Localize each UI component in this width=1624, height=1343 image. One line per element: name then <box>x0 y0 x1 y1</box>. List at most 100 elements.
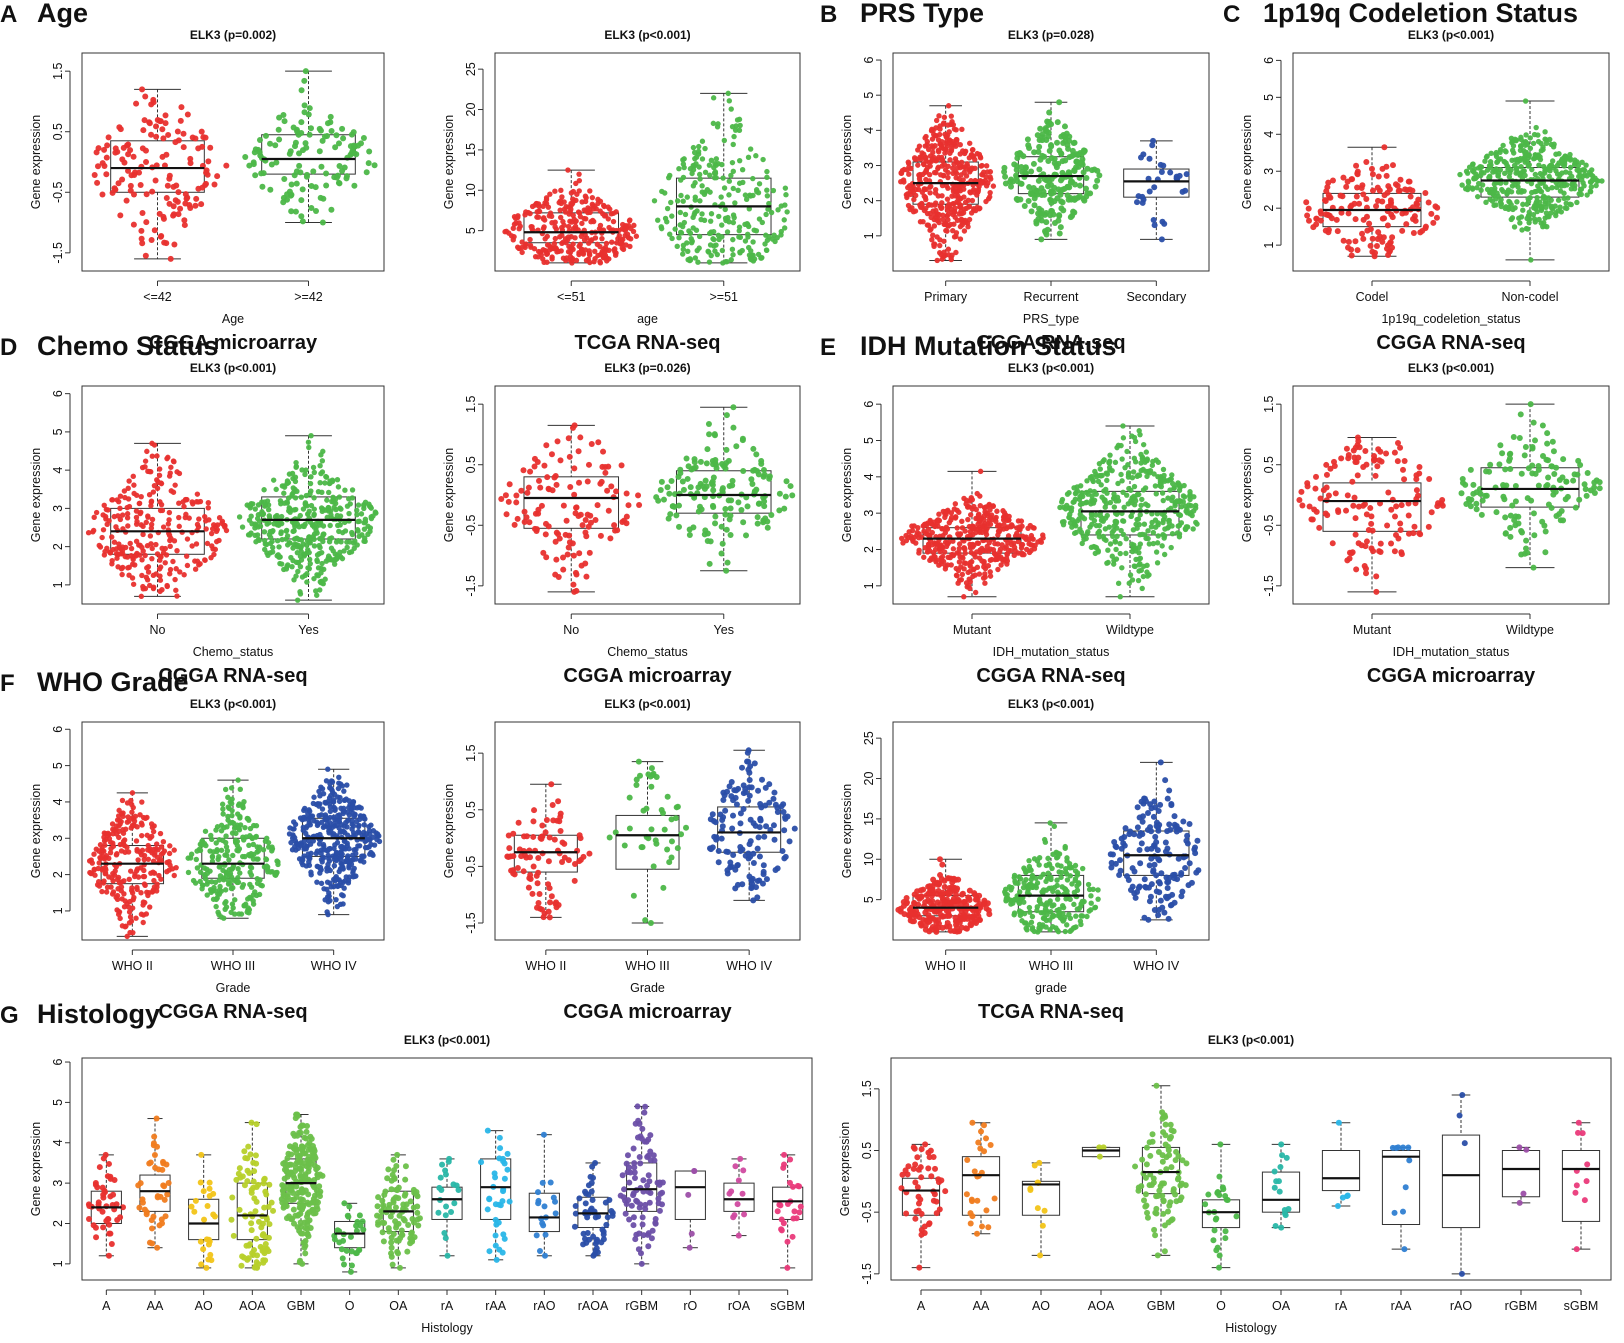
data-point <box>1128 498 1133 503</box>
data-point <box>513 493 519 499</box>
data-point <box>182 222 188 228</box>
data-point <box>972 157 977 162</box>
data-point <box>1507 525 1513 531</box>
data-point <box>598 223 603 228</box>
data-point <box>326 490 331 495</box>
data-point <box>102 843 107 848</box>
data-point <box>939 557 944 562</box>
data-point <box>113 868 118 873</box>
data-point <box>333 551 338 556</box>
data-point <box>1005 558 1010 563</box>
data-point <box>988 573 993 578</box>
data-point <box>1383 451 1389 457</box>
data-point <box>177 524 182 529</box>
data-point <box>625 502 631 508</box>
data-point <box>324 497 329 502</box>
data-point <box>670 503 676 509</box>
data-point <box>202 557 207 562</box>
data-point <box>1499 204 1504 209</box>
data-point <box>147 904 152 909</box>
data-point <box>1107 467 1112 472</box>
data-point <box>94 180 100 186</box>
data-point <box>576 171 581 176</box>
data-point <box>731 215 736 220</box>
data-point <box>573 505 579 511</box>
data-point <box>1479 170 1484 175</box>
data-point <box>621 518 627 524</box>
data-point <box>696 149 701 154</box>
data-point <box>1355 247 1361 253</box>
data-point <box>144 191 150 197</box>
data-point <box>906 159 911 164</box>
data-point <box>555 531 561 537</box>
data-point <box>1311 506 1317 512</box>
data-point <box>543 442 549 448</box>
data-point <box>586 462 592 468</box>
data-point <box>1108 541 1113 546</box>
data-point <box>167 843 172 848</box>
data-point <box>214 173 220 179</box>
data-point <box>318 128 324 134</box>
data-point <box>1528 401 1534 407</box>
data-point <box>1154 549 1159 554</box>
data-point <box>127 877 132 882</box>
data-point <box>211 522 216 527</box>
chart-title: ELK3 (p<0.001) <box>1008 361 1094 375</box>
data-point <box>730 237 735 242</box>
y-tick-label: 1 <box>51 581 65 588</box>
data-point <box>1356 540 1362 546</box>
data-point <box>335 477 340 482</box>
data-point <box>1085 491 1090 496</box>
data-point <box>1519 529 1525 535</box>
data-point <box>725 560 731 566</box>
data-point <box>932 170 937 175</box>
data-point <box>1345 492 1351 498</box>
data-point <box>602 470 608 476</box>
data-point <box>1459 182 1464 187</box>
data-point <box>1079 490 1084 495</box>
data-point <box>258 170 264 176</box>
data-point <box>938 204 943 209</box>
data-point <box>716 214 721 219</box>
data-point <box>1321 487 1327 493</box>
data-point <box>511 226 516 231</box>
data-point <box>983 527 988 532</box>
data-point <box>141 920 146 925</box>
data-point <box>911 197 916 202</box>
data-point <box>1395 535 1401 541</box>
data-point <box>1388 197 1394 203</box>
data-point <box>718 194 723 199</box>
data-point <box>1060 207 1066 213</box>
data-point <box>1143 536 1148 541</box>
data-point <box>677 467 683 473</box>
data-point <box>127 504 132 509</box>
data-point <box>687 256 692 261</box>
data-point <box>520 467 526 473</box>
data-point <box>308 474 313 479</box>
data-point <box>139 799 144 804</box>
data-point <box>139 545 144 550</box>
data-point <box>350 487 355 492</box>
data-point <box>603 245 608 250</box>
data-point <box>731 142 736 147</box>
data-point <box>1113 539 1118 544</box>
data-point <box>740 167 745 172</box>
data-point <box>195 491 200 496</box>
data-point <box>300 218 306 224</box>
data-point <box>1397 521 1403 527</box>
data-point <box>1518 411 1524 417</box>
y-tick-label: 0.5 <box>1262 456 1276 473</box>
data-point <box>748 256 753 261</box>
data-point <box>527 211 532 216</box>
data-point <box>303 501 308 506</box>
data-point <box>1354 459 1360 465</box>
data-point <box>952 193 957 198</box>
data-point <box>676 503 682 509</box>
data-point <box>713 169 718 174</box>
data-point <box>1574 200 1579 205</box>
data-point <box>167 473 172 478</box>
data-point <box>904 193 909 198</box>
data-point <box>947 520 952 525</box>
data-point <box>784 209 789 214</box>
data-point <box>366 149 372 155</box>
